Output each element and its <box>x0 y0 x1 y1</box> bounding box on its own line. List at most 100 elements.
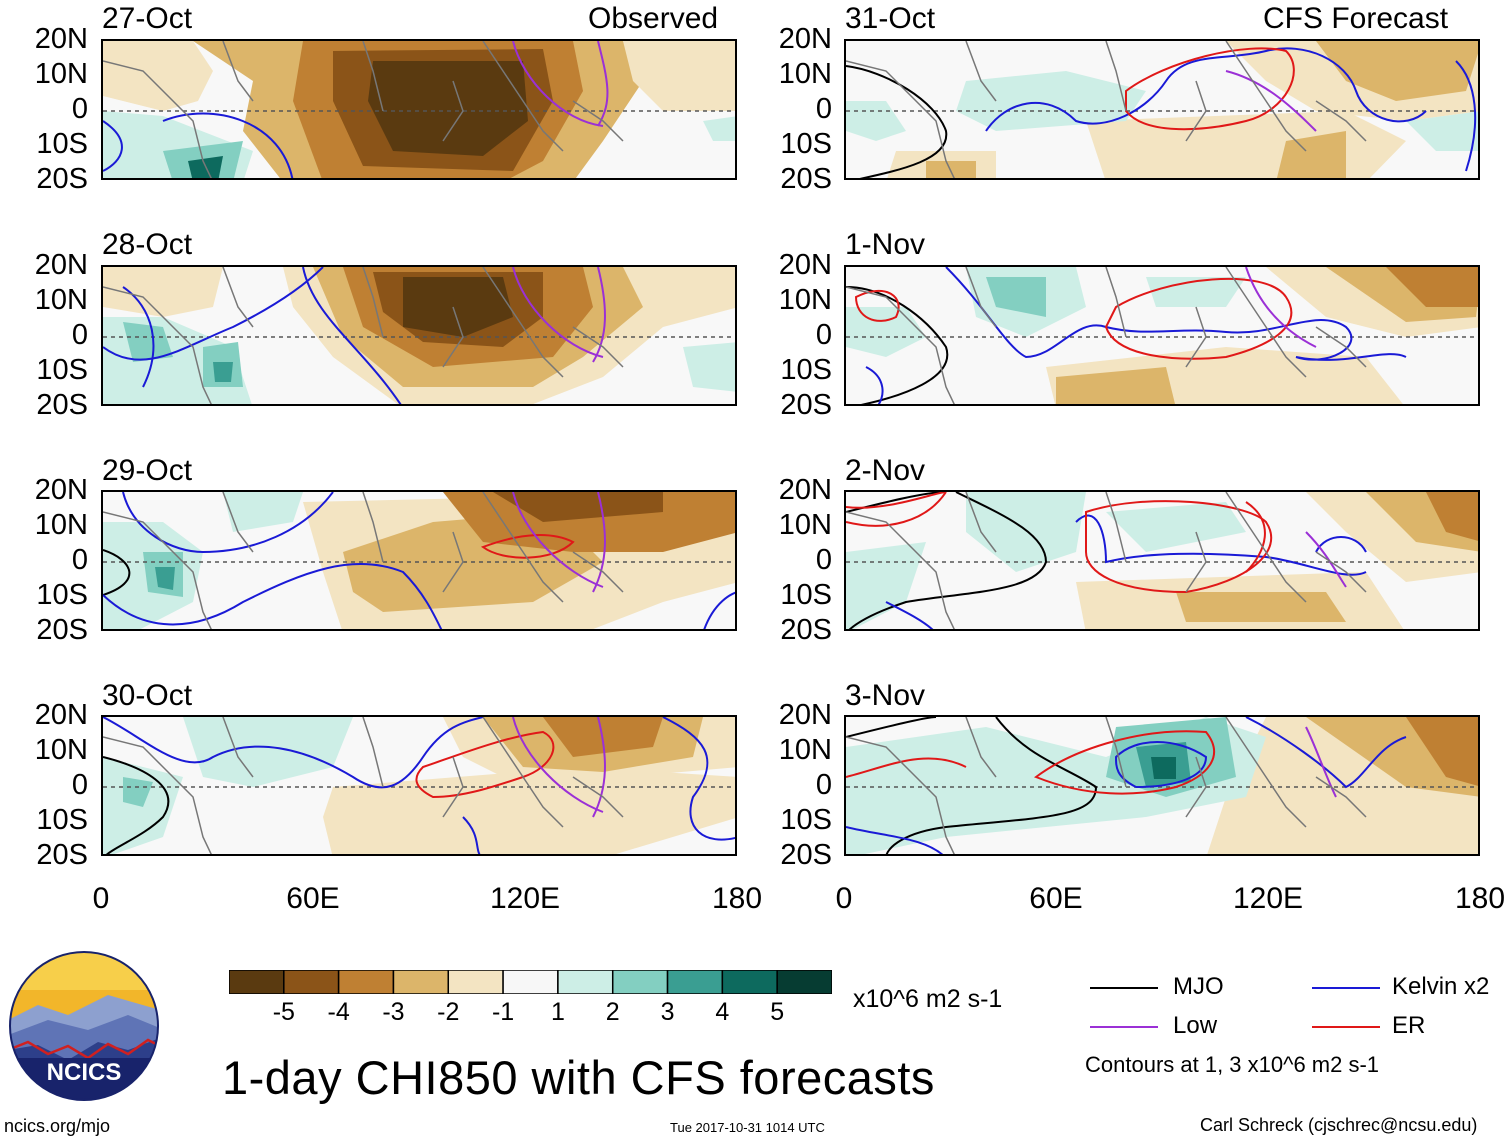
y-tick-label: 20N <box>34 699 88 731</box>
y-tick-label: 20S <box>36 163 88 195</box>
y-tick-label: 10S <box>780 804 832 836</box>
map-plot <box>844 490 1480 631</box>
panel-date: 31-Oct <box>845 2 936 35</box>
y-tick-label: 0 <box>815 319 832 351</box>
y-tick-label: 10S <box>36 354 88 386</box>
panel-source-label: CFS Forecast <box>1263 2 1449 35</box>
colorbar-label: 1 <box>550 998 565 1026</box>
ncics-logo[interactable]: NCICS <box>8 950 160 1102</box>
y-tick-label: 20S <box>780 839 832 871</box>
colorbar-label: 4 <box>715 998 730 1026</box>
colorbar-label: 5 <box>770 998 785 1026</box>
y-tick-label: 10S <box>780 579 832 611</box>
colorbar <box>228 969 833 995</box>
y-tick-label: 0 <box>815 769 832 801</box>
y-tick-label: 0 <box>71 319 88 351</box>
x-tick-label: 60E <box>1029 882 1083 915</box>
panel-source-label: Observed <box>588 2 719 35</box>
y-tick-label: 20N <box>34 249 88 281</box>
y-tick-label: 10N <box>778 284 832 316</box>
map-plot <box>844 39 1480 180</box>
y-tick-label: 0 <box>71 93 88 125</box>
panel-date: 3-Nov <box>845 679 926 712</box>
y-tick-label: 20N <box>778 23 832 55</box>
colorbar-swatch <box>611 969 669 995</box>
map-plot <box>844 265 1480 406</box>
colorbar-label: 3 <box>660 998 675 1026</box>
colorbar-label: -4 <box>327 998 350 1026</box>
colorbar-swatch <box>392 969 450 995</box>
y-tick-label: 10N <box>778 509 832 541</box>
colorbar-label: -5 <box>272 998 295 1026</box>
colorbar-swatch <box>283 969 340 995</box>
legend-label-er: ER <box>1392 1012 1426 1039</box>
y-tick-label: 10S <box>36 128 88 160</box>
colorbar-swatch <box>666 969 724 995</box>
y-tick-label: 10N <box>778 734 832 766</box>
y-tick-label: 10S <box>36 579 88 611</box>
y-tick-label: 0 <box>815 544 832 576</box>
colorbar-swatch <box>502 969 559 995</box>
x-tick-label: 0 <box>835 882 853 915</box>
contour-note: Contours at 1, 3 x10^6 m2 s-1 <box>1085 1052 1380 1077</box>
y-tick-label: 20S <box>36 614 88 646</box>
map-plot <box>101 39 737 180</box>
x-tick-label: 180 <box>711 882 763 915</box>
panel-date: 2-Nov <box>845 454 926 487</box>
y-tick-label: 10N <box>34 58 88 90</box>
y-tick-label: 10S <box>36 804 88 836</box>
map-plot <box>101 265 737 406</box>
legend-line-mjo <box>1090 987 1158 989</box>
legend-line-er <box>1312 1026 1380 1028</box>
colorbar-label: -3 <box>382 998 405 1026</box>
x-tick-label: 60E <box>286 882 340 915</box>
y-tick-label: 0 <box>71 544 88 576</box>
y-tick-label: 20S <box>36 839 88 871</box>
y-tick-label: 10N <box>34 734 88 766</box>
y-tick-label: 10S <box>780 354 832 386</box>
x-tick-label: 0 <box>92 882 110 915</box>
colorbar-label: 2 <box>605 998 620 1026</box>
panel-date: 29-Oct <box>102 454 193 487</box>
footer-timestamp: Tue 2017-10-31 1014 UTC <box>670 1120 825 1135</box>
y-tick-label: 20S <box>780 614 832 646</box>
logo-text: NCICS <box>47 1059 122 1086</box>
legend-line-low <box>1090 1026 1158 1028</box>
colorbar-swatch <box>721 969 778 995</box>
y-tick-label: 20S <box>36 389 88 421</box>
colorbar-swatch <box>228 969 285 995</box>
y-tick-label: 20N <box>34 474 88 506</box>
y-tick-label: 10N <box>778 58 832 90</box>
y-tick-label: 20S <box>780 389 832 421</box>
y-tick-label: 10N <box>34 509 88 541</box>
y-tick-label: 20N <box>778 699 832 731</box>
x-tick-label: 120E <box>489 882 561 915</box>
colorbar-label: -2 <box>437 998 460 1026</box>
y-tick-label: 20S <box>780 163 832 195</box>
x-tick-label: 120E <box>1232 882 1304 915</box>
panel-date: 28-Oct <box>102 228 193 261</box>
legend-label-mjo: MJO <box>1173 973 1224 1000</box>
colorbar-swatch <box>557 969 614 995</box>
footer-author: Carl Schreck (cjschrec@ncsu.edu) <box>1200 1115 1478 1135</box>
y-tick-label: 0 <box>71 769 88 801</box>
map-plot <box>844 715 1480 856</box>
legend-label-kelvin: Kelvin x2 <box>1392 973 1490 1000</box>
y-tick-label: 0 <box>815 93 832 125</box>
y-tick-label: 20N <box>778 474 832 506</box>
map-plot <box>101 715 737 856</box>
y-tick-label: 20N <box>778 249 832 281</box>
y-tick-label: 20N <box>34 23 88 55</box>
footer-url[interactable]: ncics.org/mjo <box>4 1116 111 1136</box>
legend-label-low: Low <box>1173 1012 1218 1039</box>
panel-date: 1-Nov <box>845 228 926 261</box>
colorbar-label: -1 <box>491 998 515 1026</box>
x-tick-label: 180 <box>1454 882 1506 915</box>
chart-title: 1-day CHI850 with CFS forecasts <box>222 1051 935 1104</box>
map-plot <box>101 490 737 631</box>
colorbar-swatch <box>447 969 504 995</box>
panel-date: 27-Oct <box>102 2 193 35</box>
legend-line-kelvin <box>1312 987 1380 989</box>
units-label: x10^6 m2 s-1 <box>853 985 1003 1013</box>
colorbar-swatch <box>776 969 833 995</box>
